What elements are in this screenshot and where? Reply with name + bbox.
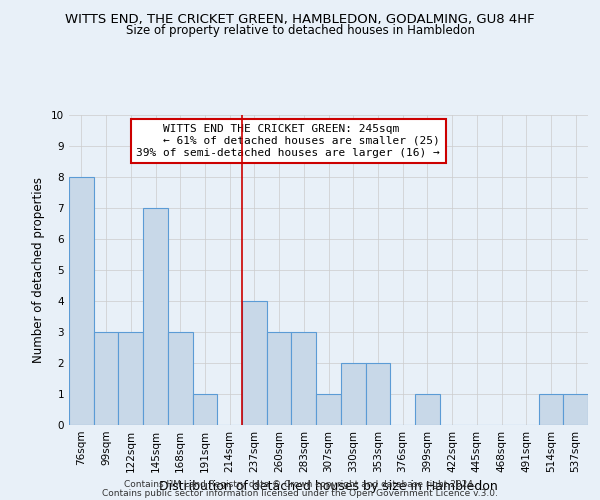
Bar xyxy=(267,332,292,425)
Bar xyxy=(193,394,217,425)
Text: Contains HM Land Registry data © Crown copyright and database right 2024.: Contains HM Land Registry data © Crown c… xyxy=(124,480,476,489)
Bar xyxy=(94,332,118,425)
Bar xyxy=(242,301,267,425)
Text: WITTS END THE CRICKET GREEN: 245sqm
    ← 61% of detached houses are smaller (25: WITTS END THE CRICKET GREEN: 245sqm ← 61… xyxy=(136,124,440,158)
Bar xyxy=(69,177,94,425)
Bar xyxy=(539,394,563,425)
Bar xyxy=(415,394,440,425)
Bar xyxy=(292,332,316,425)
Text: Size of property relative to detached houses in Hambledon: Size of property relative to detached ho… xyxy=(125,24,475,37)
Bar xyxy=(118,332,143,425)
Bar xyxy=(563,394,588,425)
Text: WITTS END, THE CRICKET GREEN, HAMBLEDON, GODALMING, GU8 4HF: WITTS END, THE CRICKET GREEN, HAMBLEDON,… xyxy=(65,12,535,26)
X-axis label: Distribution of detached houses by size in Hambledon: Distribution of detached houses by size … xyxy=(159,480,498,494)
Bar xyxy=(168,332,193,425)
Y-axis label: Number of detached properties: Number of detached properties xyxy=(32,177,46,363)
Bar xyxy=(365,363,390,425)
Bar xyxy=(341,363,365,425)
Bar xyxy=(316,394,341,425)
Text: Contains public sector information licensed under the Open Government Licence v.: Contains public sector information licen… xyxy=(102,489,498,498)
Bar xyxy=(143,208,168,425)
